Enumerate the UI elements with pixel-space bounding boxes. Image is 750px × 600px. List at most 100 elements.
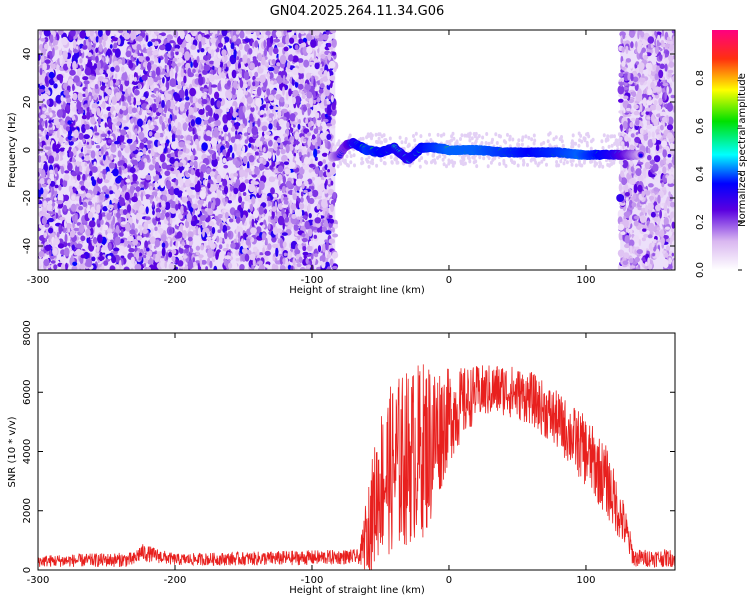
heatmap-cell (55, 124, 61, 129)
heatmap-cell (306, 33, 313, 41)
heatmap-cell (298, 118, 301, 125)
heatmap-cell (84, 146, 88, 155)
heatmap-cell (202, 221, 206, 229)
heatmap-cell (189, 194, 195, 199)
heatmap-cell (267, 66, 275, 72)
heatmap-cell (159, 258, 165, 262)
heatmap-cell (263, 113, 267, 117)
heatmap-cell (65, 126, 70, 132)
heatmap-cell (49, 180, 56, 187)
heatmap-cell (175, 203, 179, 211)
heatmap-cell (276, 228, 283, 233)
heatmap-cell (103, 260, 109, 266)
heatmap-cell (68, 185, 73, 193)
heatmap-cell (50, 63, 55, 68)
heatmap-cell (109, 79, 114, 87)
heatmap-cell (65, 262, 68, 270)
heatmap-cell (248, 147, 253, 153)
heatmap-cell (292, 89, 299, 97)
heatmap-cell (119, 83, 124, 92)
heatmap-cell (274, 142, 279, 148)
heatmap-cell (322, 208, 326, 216)
heatmap-cell (294, 157, 300, 162)
heatmap-cell (286, 121, 290, 129)
heatmap-cell (77, 92, 83, 102)
heatmap-cell (90, 176, 95, 182)
heatmap-cell (266, 131, 272, 136)
heatmap-cell (285, 35, 290, 45)
heatmap-cell (38, 129, 42, 134)
heatmap-cell (145, 174, 152, 181)
heatmap-cell (197, 227, 201, 237)
heatmap-cell (279, 54, 287, 65)
heatmap-cell (138, 160, 145, 171)
heatmap-cell (184, 244, 190, 249)
heatmap-cell (266, 88, 271, 96)
heatmap-cell (269, 105, 275, 110)
heatmap-cell (216, 235, 220, 243)
heatmap-cell (289, 161, 296, 169)
heatmap-cell (269, 80, 275, 85)
heatmap-cell (212, 69, 217, 75)
heatmap-cell (233, 187, 239, 195)
heatmap-cell (185, 117, 189, 123)
heatmap-cell (328, 70, 334, 77)
heatmap-cell (226, 107, 230, 113)
heatmap-cell (177, 260, 184, 267)
heatmap-cell (142, 147, 147, 154)
heatmap-cell (216, 100, 221, 108)
heatmap-cell (112, 209, 118, 214)
heatmap-cell (100, 133, 108, 138)
heatmap-cell (218, 244, 223, 250)
heatmap-cell (215, 251, 219, 260)
heatmap-cell (120, 229, 124, 234)
heatmap-cell (140, 40, 144, 50)
heatmap-cell (140, 96, 146, 101)
heatmap-cell (140, 142, 145, 149)
heatmap-cell (170, 152, 175, 158)
heatmap-cell (112, 168, 119, 177)
heatmap-cell (324, 239, 329, 243)
heatmap-cell (124, 146, 130, 154)
heatmap-cell (283, 252, 288, 257)
heatmap-cell (176, 84, 183, 90)
heatmap-cell (242, 105, 246, 113)
heatmap-cell (197, 33, 202, 42)
heatmap-cell (125, 50, 132, 58)
heatmap-cell (180, 186, 184, 191)
heatmap-cell (222, 157, 227, 164)
heatmap-cell (196, 209, 200, 215)
heatmap-cell (310, 39, 317, 48)
heatmap-cell (130, 267, 134, 270)
heatmap-cell (38, 60, 41, 65)
heatmap-cell (44, 87, 49, 92)
heatmap-cell (226, 112, 233, 121)
heatmap-cell (173, 30, 179, 38)
heatmap-cell (230, 125, 236, 132)
heatmap-cell (145, 140, 152, 145)
heatmap-cell (135, 250, 140, 260)
heatmap-cell (286, 61, 291, 70)
heatmap-cell (99, 69, 104, 74)
heatmap-cell (233, 183, 239, 188)
heatmap-cell (273, 169, 278, 174)
heatmap-cell (108, 97, 112, 105)
heatmap-cell (307, 103, 311, 109)
heatmap-cell (121, 72, 128, 81)
heatmap-cell (195, 251, 200, 256)
heatmap-cell (302, 215, 308, 220)
heatmap-cell (235, 258, 240, 262)
heatmap-cell (190, 224, 197, 231)
heatmap-cell (56, 231, 60, 238)
heatmap-cell (79, 196, 82, 206)
heatmap-cell (311, 189, 319, 198)
heatmap-cell (131, 173, 138, 182)
heatmap-cell (268, 113, 275, 118)
heatmap-cell (269, 35, 274, 44)
heatmap-cell (155, 230, 158, 236)
heatmap-cell (150, 232, 153, 237)
heatmap-cell (91, 217, 95, 222)
heatmap-cell (182, 255, 188, 259)
heatmap-cell (85, 192, 92, 198)
heatmap-cell (74, 214, 78, 224)
